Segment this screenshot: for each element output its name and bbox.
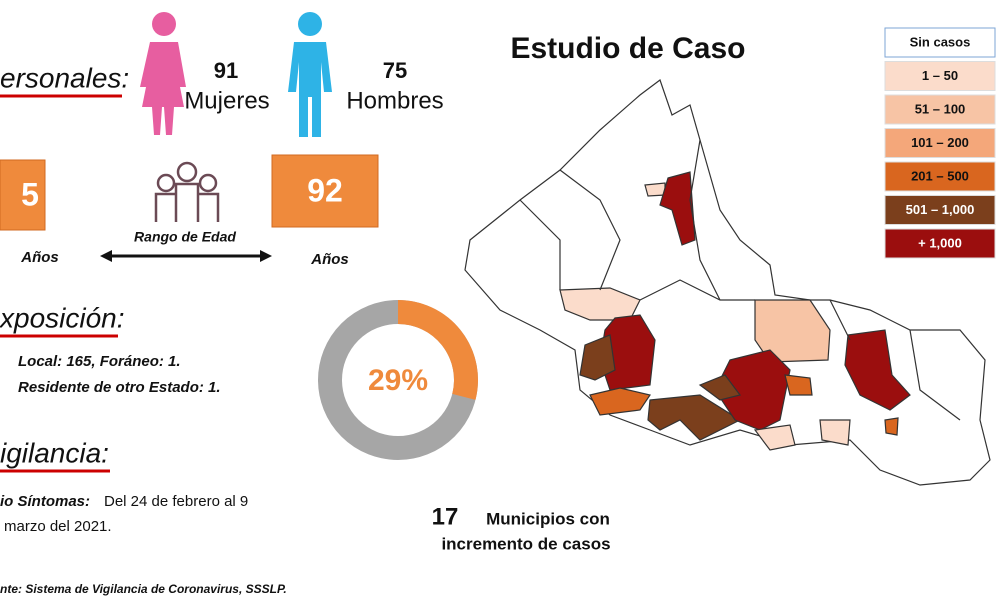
- symptoms-text: marzo del 2021.: [4, 518, 112, 535]
- legend-swatch: [884, 228, 996, 259]
- exposure-line: Local: 165, Foráneo: 1.: [18, 353, 181, 370]
- age-min: 5: [21, 176, 39, 212]
- donut: 29%: [318, 300, 478, 460]
- symptoms-text: Del 24 de febrero al 9: [104, 493, 248, 510]
- legend-swatch: [884, 195, 996, 225]
- age-unit: Años: [310, 251, 349, 268]
- female-count: 91: [214, 58, 238, 83]
- age-box: [0, 159, 46, 231]
- legend-swatch: [884, 128, 996, 158]
- donut-arc: [397, 300, 478, 400]
- municipios-count: 17: [432, 503, 459, 530]
- section-heading: igilancia:: [0, 437, 109, 468]
- section-heading: xposición:: [0, 302, 125, 333]
- legend-swatch: [884, 161, 996, 192]
- exposure-line: Residente de otro Estado: 1.: [18, 379, 221, 396]
- legend-label: 201 – 500: [911, 168, 969, 183]
- age-max: 92: [307, 172, 343, 208]
- female-label: Mujeres: [184, 87, 269, 114]
- age-range-label: Rango de Edad: [134, 229, 236, 245]
- map: [464, 79, 991, 486]
- legend-swatch: [884, 27, 996, 58]
- footer: nte: Sistema de Vigilancia de Coronaviru…: [0, 582, 287, 596]
- female-icon: [140, 12, 186, 135]
- legend-swatch: [884, 94, 996, 125]
- symptoms-label: io Síntomas:: [0, 493, 90, 510]
- municipios-text: incremento de casos: [441, 534, 610, 553]
- people-icon: [154, 161, 220, 222]
- male-count: 75: [383, 58, 407, 83]
- title: Estudio de Caso: [510, 32, 745, 65]
- legend-label: Sin casos: [910, 34, 971, 49]
- male-label: Hombres: [346, 87, 443, 114]
- legend: Sin casos 1 – 50 51 – 100 101 – 200 201 – 50…: [884, 27, 996, 259]
- range-arrow: [100, 250, 272, 262]
- male-icon: [288, 12, 332, 137]
- age-unit: Años: [20, 249, 59, 266]
- municipios-text: Municipios con: [486, 509, 610, 528]
- legend-label: 51 – 100: [915, 101, 966, 116]
- legend-label: 1 – 50: [922, 68, 958, 83]
- legend-swatch: [884, 61, 996, 91]
- legend-label: 101 – 200: [911, 135, 969, 150]
- donut-label: 29%: [368, 364, 428, 397]
- section-heading: ersonales:: [0, 62, 129, 93]
- legend-label: 501 – 1,000: [906, 202, 975, 217]
- age-box: [271, 154, 379, 228]
- legend-label: + 1,000: [918, 235, 962, 250]
